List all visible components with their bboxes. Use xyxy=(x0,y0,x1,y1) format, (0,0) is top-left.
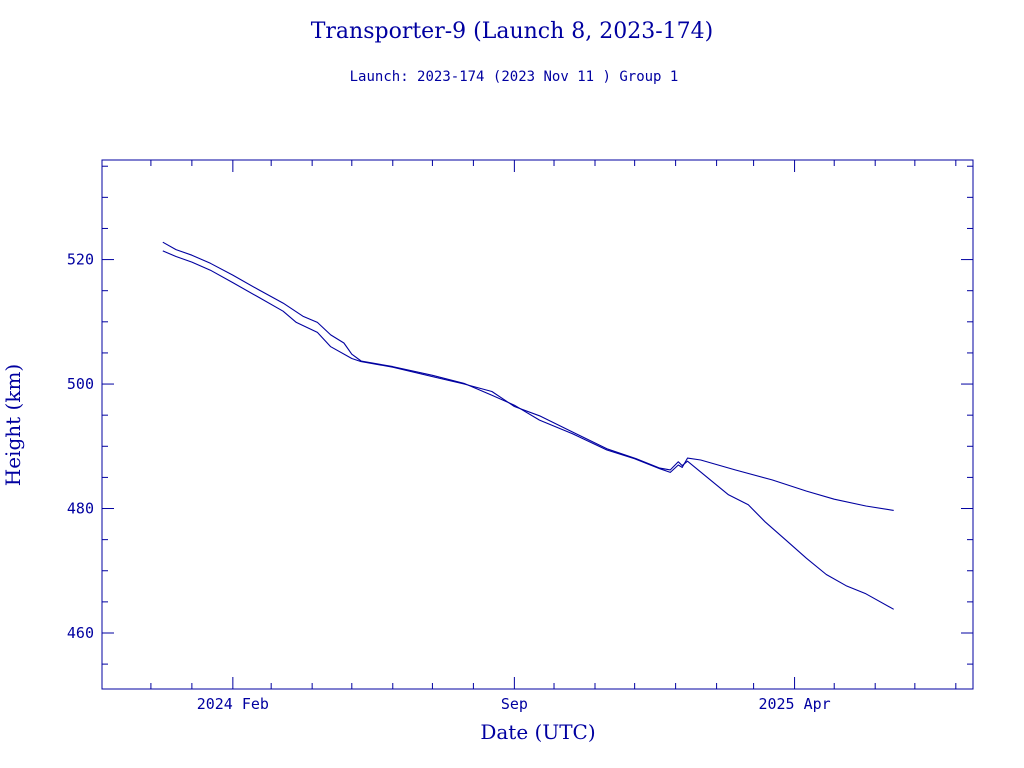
x-tick-label: 2025 Apr xyxy=(758,695,830,713)
series-line-1 xyxy=(162,241,894,511)
series-lines xyxy=(162,241,894,610)
axis-ticks: 460 480 500 520 2024 Feb Sep 2025 Apr xyxy=(67,160,973,713)
x-axis-label: Date (UTC) xyxy=(480,720,595,744)
x-tick-label: 2024 Feb xyxy=(197,695,269,713)
chart-title: Transporter-9 (Launch 8, 2023-174) xyxy=(311,19,714,44)
plot-frame xyxy=(101,159,974,690)
y-tick-label: 520 xyxy=(67,251,94,269)
chart-subtitle: Launch: 2023-174 (2023 Nov 11 ) Group 1 xyxy=(350,69,679,85)
series-line-2 xyxy=(162,250,894,610)
y-tick-label: 460 xyxy=(67,624,94,642)
y-tick-label: 480 xyxy=(67,500,94,518)
y-axis-label: Height (km) xyxy=(1,364,25,486)
x-tick-label: Sep xyxy=(501,695,528,713)
y-tick-label: 500 xyxy=(67,375,94,393)
